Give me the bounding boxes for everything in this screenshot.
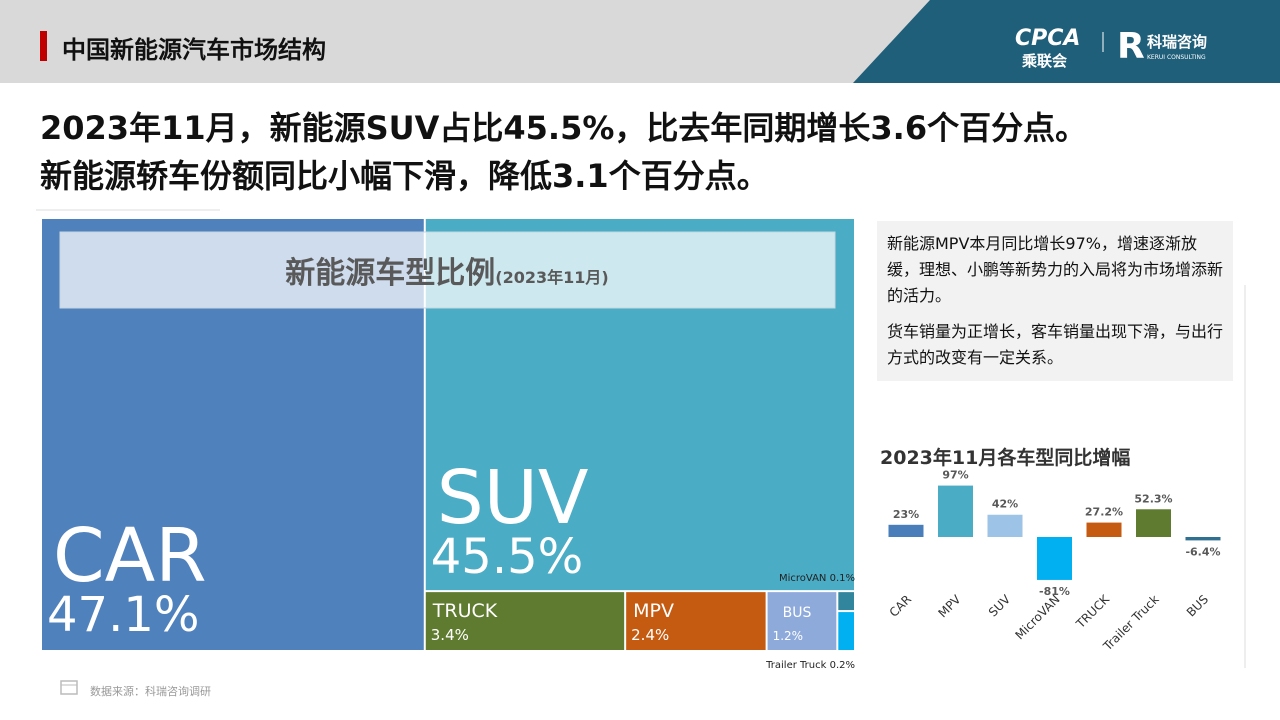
data-label: 52.3% xyxy=(1134,492,1172,505)
cell-value: 2.4% xyxy=(631,626,669,644)
bar xyxy=(1136,509,1171,537)
source-icon xyxy=(60,680,78,695)
headline-line: 2023年11月，新能源SUV占比45.5%，比去年同期增长3.6个百分点。 xyxy=(40,109,1088,147)
headline-line: 新能源轿车份额同比小幅下滑，降低3.1个百分点。 xyxy=(40,157,769,195)
bar xyxy=(1185,537,1221,541)
x-tick-label: MicroVAN xyxy=(1012,592,1062,642)
title-sub: (2023年11月) xyxy=(495,268,608,287)
header-dark xyxy=(853,0,1280,83)
cell-value: 3.4% xyxy=(431,626,469,644)
treemap-cell xyxy=(838,592,854,611)
logo-text: CPCA xyxy=(1015,26,1080,51)
data-label: -6.4% xyxy=(1185,545,1220,558)
data-label: 42% xyxy=(992,498,1018,511)
accent xyxy=(40,31,47,61)
cell-name: Trailer Truck xyxy=(765,660,826,671)
treemap-cell xyxy=(626,592,766,650)
cell-value: 0.1% xyxy=(830,573,855,584)
data-label: -81% xyxy=(1039,585,1070,598)
bar xyxy=(938,485,973,537)
bar xyxy=(1086,522,1122,537)
note: 新能源MPV本月同比增长97%，增速逐渐放缓，理想、小鹏等新势力的入局将为市场增… xyxy=(887,234,1224,305)
cell-label: MPV xyxy=(633,600,674,622)
data-label: 23% xyxy=(893,508,919,521)
cell-value: 45.5% xyxy=(431,529,583,585)
data-label: 97% xyxy=(942,469,968,482)
cell-label: CAR xyxy=(53,513,207,599)
x-tick-label: BUS xyxy=(1184,592,1211,619)
cell-label: BUS xyxy=(783,605,812,621)
logo-text: 科瑞咨询 xyxy=(1147,33,1207,51)
cell-label: SUV xyxy=(437,455,589,541)
cell-label: TRUCK xyxy=(432,600,498,622)
logo-text: 乘联会 xyxy=(1021,52,1067,70)
cell-value: 1.2% xyxy=(773,629,804,643)
x-tick-label: SUV xyxy=(986,592,1014,620)
cell-name: MicroVAN xyxy=(779,573,826,584)
title-main: 新能源车型比例 xyxy=(285,256,495,291)
bar xyxy=(888,524,924,537)
x-tick-label: TRUCK xyxy=(1073,591,1113,631)
top-bar: CPCA 乘联会 R 科瑞咨询 KERUI CONSULTING xyxy=(0,0,1280,83)
logo-mark: R xyxy=(1117,26,1145,67)
data-label: 27.2% xyxy=(1085,506,1123,519)
x-tick-label: CAR xyxy=(887,592,915,620)
cell-label: Trailer Truck 0.2% xyxy=(765,660,855,671)
treemap-title: 新能源车型比例(2023年11月) xyxy=(285,256,608,291)
source: 数据来源：科瑞咨询调研 xyxy=(90,685,211,698)
cell-value: 47.1% xyxy=(47,587,199,643)
cell-label: MicroVAN 0.1% xyxy=(779,573,855,584)
treemap-cell xyxy=(425,592,625,650)
note: 货车销量为正增长，客车销量出现下滑，与出行方式的改变有一定关系。 xyxy=(887,322,1224,367)
treemap-cell xyxy=(767,592,837,650)
logo-text: KERUI CONSULTING xyxy=(1147,54,1206,61)
chart-title: 2023年11月各车型同比增幅 xyxy=(880,446,1130,469)
page-title: 中国新能源汽车市场结构 xyxy=(62,36,326,64)
bar xyxy=(987,514,1023,537)
bar xyxy=(1037,537,1072,580)
x-tick-label: MPV xyxy=(935,592,964,621)
note-box: 新能源MPV本月同比增长97%，增速逐渐放缓，理想、小鹏等新势力的入局将为市场增… xyxy=(877,221,1233,381)
headline: 2023年11月，新能源SUV占比45.5%，比去年同期增长3.6个百分点。 新… xyxy=(40,104,1087,200)
treemap-cell xyxy=(838,612,854,650)
title-panel xyxy=(59,231,836,309)
cell-value: 0.2% xyxy=(830,660,855,671)
